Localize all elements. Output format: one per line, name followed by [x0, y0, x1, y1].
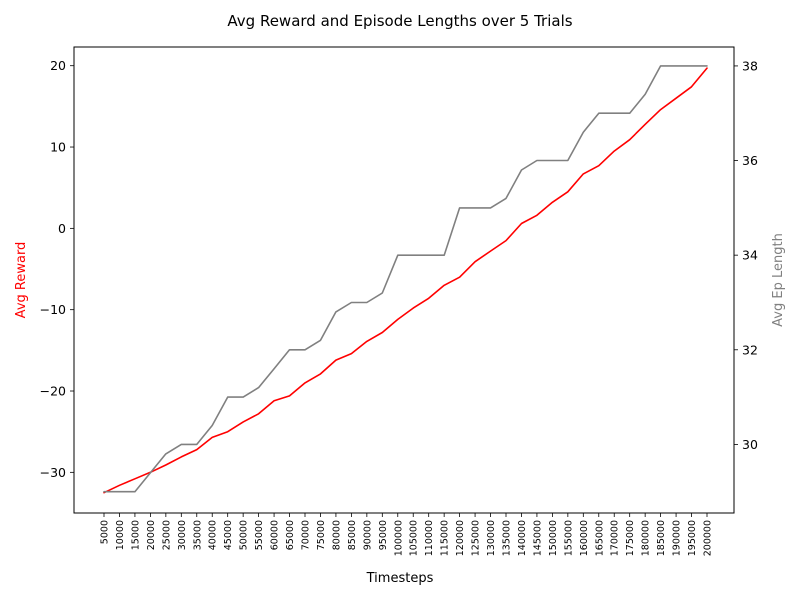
x-tick-label: 115000 [440, 520, 451, 556]
x-tick-label: 175000 [625, 520, 636, 556]
x-tick-label: 40000 [208, 520, 219, 550]
x-tick-label: 5000 [100, 520, 111, 544]
x-tick-label: 165000 [594, 520, 605, 556]
right-y-tick-label: 32 [742, 342, 758, 357]
x-tick-label: 105000 [409, 520, 420, 556]
x-tick-label: 130000 [486, 520, 497, 556]
x-tick-label: 145000 [532, 520, 543, 556]
x-tick-label: 170000 [610, 520, 621, 556]
x-tick-label: 140000 [517, 520, 528, 556]
x-tick-label: 65000 [285, 520, 296, 550]
avg-ep-length-series-line [103, 65, 708, 493]
x-tick-label: 120000 [455, 520, 466, 556]
x-tick-label: 160000 [579, 520, 590, 556]
x-tick-label: 75000 [316, 520, 327, 550]
x-tick-label: 90000 [362, 520, 373, 550]
x-tick-label: 80000 [331, 520, 342, 550]
x-tick-label: 125000 [471, 520, 482, 556]
x-tick-label: 180000 [641, 520, 652, 556]
x-tick-label: 200000 [703, 520, 714, 556]
left-y-tick-label: −30 [40, 465, 66, 480]
left-y-tick-label: −20 [40, 384, 66, 399]
x-tick-label: 195000 [687, 520, 698, 556]
avg-reward-series-line [103, 67, 708, 494]
x-tick-label: 10000 [115, 520, 126, 550]
right-y-tick-label: 30 [742, 437, 758, 452]
x-tick-label: 110000 [424, 520, 435, 556]
right-y-tick-label: 38 [742, 58, 758, 73]
right-y-tick-label: 36 [742, 153, 758, 168]
x-tick-label: 155000 [563, 520, 574, 556]
x-tick-label: 95000 [378, 520, 389, 550]
right-y-axis-label: Avg Ep Length [771, 233, 786, 327]
x-tick-label: 100000 [393, 520, 404, 556]
x-tick-label: 85000 [347, 520, 358, 550]
x-tick-label: 20000 [146, 520, 157, 550]
left-y-tick-label: 10 [50, 140, 66, 155]
x-tick-label: 45000 [223, 520, 234, 550]
x-tick-label: 150000 [548, 520, 559, 556]
x-tick-label: 25000 [161, 520, 172, 550]
x-tick-label: 50000 [239, 520, 250, 550]
chart-title: Avg Reward and Episode Lengths over 5 Tr… [227, 12, 572, 30]
x-tick-label: 185000 [656, 520, 667, 556]
left-y-tick-label: 0 [58, 221, 66, 236]
x-tick-label: 190000 [672, 520, 683, 556]
left-y-tick-label: 20 [50, 58, 66, 73]
left-y-axis-label: Avg Reward [14, 242, 29, 319]
x-tick-label: 60000 [270, 520, 281, 550]
plot-area-frame [73, 46, 735, 514]
left-y-tick-label: −10 [40, 302, 66, 317]
x-tick-label: 135000 [502, 520, 513, 556]
x-tick-label: 35000 [192, 520, 203, 550]
x-tick-label: 15000 [130, 520, 141, 550]
x-tick-label: 55000 [254, 520, 265, 550]
x-tick-label: 70000 [301, 520, 312, 550]
right-y-tick-label: 34 [742, 248, 758, 263]
x-tick-label: 30000 [177, 520, 188, 550]
x-axis-label: Timesteps [366, 571, 434, 586]
